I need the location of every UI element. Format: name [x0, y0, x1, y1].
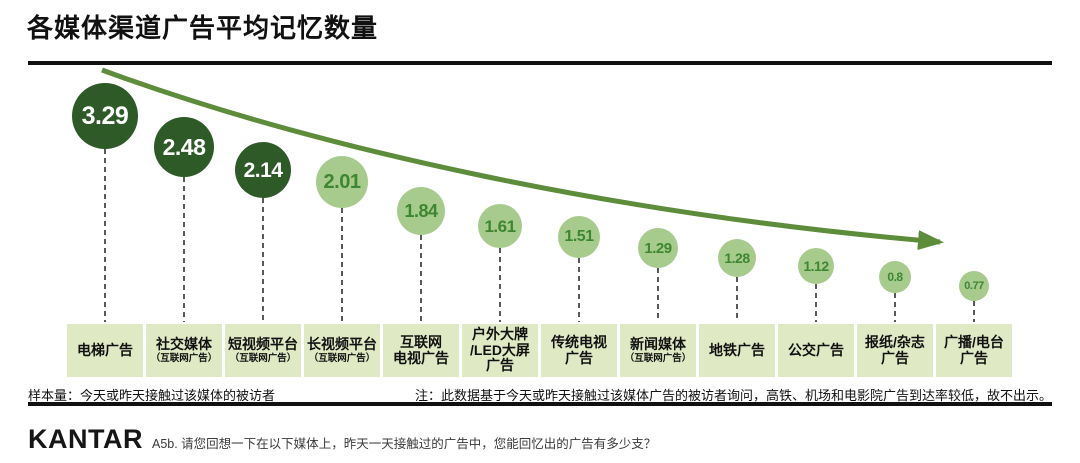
category-label: 报纸/杂志 广告 — [857, 324, 933, 377]
page-title: 各媒体渠道广告平均记忆数量 — [27, 13, 379, 43]
data-bubble: 1.61 — [478, 204, 522, 248]
top-divider — [28, 61, 1052, 65]
data-bubble: 0.77 — [959, 271, 989, 301]
category-label: 传统电视 广告 — [541, 324, 617, 377]
data-bubble: 1.29 — [638, 228, 678, 268]
category-label-sub: （互联网广告） — [624, 352, 692, 364]
category-label: 电梯广告 — [67, 324, 143, 377]
category-label: 广播/电台 广告 — [936, 324, 1012, 377]
category-label-sub: （互联网广告） — [308, 352, 376, 364]
bottom-divider — [28, 402, 1052, 406]
data-bubble: 2.48 — [154, 117, 214, 177]
category-label: 长视频平台 （互联网广告） — [304, 324, 380, 377]
category-label-sub: （互联网广告） — [229, 352, 297, 364]
category-label: 户外大牌 /LED大屏 广告 — [462, 324, 538, 377]
category-label-main: 电梯广告 — [77, 341, 133, 358]
sample-note: 样本量：今天或昨天接触过该媒体的被访者 — [28, 388, 276, 403]
data-bubble: 1.84 — [397, 187, 445, 235]
category-label-main: 互联网 电视广告 — [393, 333, 449, 366]
data-bubble: 2.14 — [235, 142, 291, 198]
data-note: 注：此数据基于今天或昨天接触过该媒体广告的被访者询问，高铁、机场和电影院广告到达… — [414, 388, 1052, 403]
category-label: 地铁广告 — [699, 324, 775, 377]
category-label: 社交媒体 （互联网广告） — [146, 324, 222, 377]
category-label: 短视频平台 （互联网广告） — [225, 324, 301, 377]
category-label-main: 公交广告 — [788, 341, 844, 358]
category-label: 互联网 电视广告 — [383, 324, 459, 377]
data-bubble: 1.28 — [718, 239, 756, 277]
kantar-logo: KANTAR — [28, 424, 143, 454]
category-label-sub: （互联网广告） — [150, 352, 218, 364]
data-bubble: 0.8 — [879, 261, 911, 293]
category-label-main: 报纸/杂志 广告 — [865, 333, 925, 366]
category-label: 公交广告 — [778, 324, 854, 377]
category-label-main: 长视频平台 — [307, 335, 377, 352]
category-label-main: 地铁广告 — [709, 341, 765, 358]
category-label: 新闻媒体 （互联网广告） — [620, 324, 696, 377]
category-label-main: 短视频平台 — [228, 335, 298, 352]
category-label-main: 新闻媒体 — [630, 335, 686, 352]
category-label-main: 社交媒体 — [156, 335, 212, 352]
category-label-main: 传统电视 广告 — [551, 333, 607, 366]
category-label-main: 户外大牌 /LED大屏 广告 — [470, 325, 530, 374]
leader-lines-group — [104, 149, 975, 322]
trend-arrow — [101, 67, 944, 251]
category-label-main: 广播/电台 广告 — [944, 333, 1004, 366]
data-bubble: 1.12 — [798, 248, 834, 284]
survey-question: A5b. 请您回想一下在以下媒体上，昨天一天接触过的广告中，您能回忆出的广告有多… — [152, 437, 657, 451]
data-bubble: 1.51 — [558, 216, 600, 258]
data-bubble: 2.01 — [316, 156, 368, 208]
data-bubble: 3.29 — [72, 83, 138, 149]
